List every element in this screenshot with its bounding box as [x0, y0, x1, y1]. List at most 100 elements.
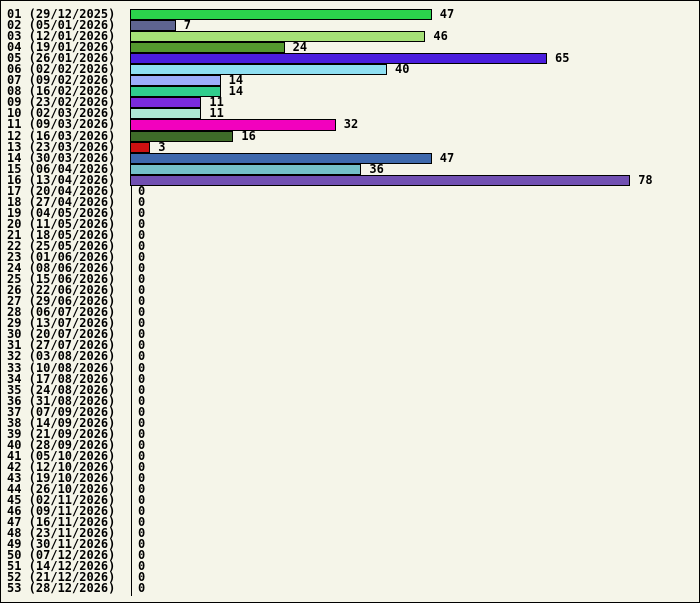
row-label: 28 (06/07/2026): [7, 305, 116, 320]
row-label: 49 (30/11/2026): [7, 537, 116, 552]
row-label: 29 (13/07/2026): [7, 316, 116, 331]
row-label: 42 (12/10/2026): [7, 459, 116, 474]
row-label: 17 (20/04/2026): [7, 183, 116, 198]
bar-cell: 0: [130, 516, 699, 528]
row-label: 37 (07/09/2026): [7, 404, 116, 419]
bar-value-label: 46: [433, 29, 448, 44]
bar-value-label: 0: [138, 393, 146, 408]
row-label: 52 (21/12/2026): [7, 570, 116, 585]
row-label: 41 (05/10/2026): [7, 448, 116, 463]
row-label: 34 (17/08/2026): [7, 371, 116, 386]
bar-row: 23 (01/06/2026) 0: [1, 250, 699, 265]
row-label: 44 (26/10/2026): [7, 482, 116, 497]
row-label: 13 (23/03/2026): [7, 139, 116, 154]
row-label: 33 (10/08/2026): [7, 360, 116, 375]
bar-cell: 0: [130, 216, 699, 231]
bar-value-label: 0: [138, 581, 146, 596]
row-label: 53 (28/12/2026): [7, 581, 116, 596]
bar-cell: 0: [130, 482, 699, 497]
bar-value-label: 0: [138, 250, 146, 265]
row-label: 08 (16/02/2026): [7, 84, 116, 99]
bar-cell: 16: [130, 129, 699, 142]
bar-value-label: 7: [183, 18, 192, 33]
row-label: 02 (05/01/2026): [7, 18, 116, 33]
bar-row: 15 (06/04/2026) 36: [1, 163, 699, 175]
bar-cell: 0: [130, 196, 699, 208]
bar: [130, 31, 426, 43]
bar-value-label: 0: [138, 482, 146, 497]
bar-value-label: 0: [138, 216, 146, 231]
row-label: 26 (22/06/2026): [7, 283, 116, 298]
bar-row: 43 (19/10/2026) 0: [1, 472, 699, 484]
bar: [130, 53, 547, 65]
bar-cell: 78: [130, 172, 699, 187]
bar-value-label: 24: [292, 40, 308, 55]
bar-value-label: 0: [138, 227, 146, 242]
bar-cell: 0: [130, 295, 699, 307]
bar-cell: 47: [130, 8, 699, 21]
bar-row: 40 (28/09/2026) 0: [1, 439, 699, 451]
bar-value-label: 0: [138, 415, 146, 430]
bar-row: 09 (23/02/2026) 11: [1, 95, 699, 110]
bar-value-label: 0: [138, 349, 146, 364]
bar-row: 07 (09/02/2026) 14: [1, 73, 699, 88]
bar-cell: 11: [130, 96, 699, 109]
bar-value-label: 65: [555, 51, 570, 66]
row-label: 39 (21/09/2026): [7, 426, 116, 441]
bar-row: 13 (23/03/2026) 3: [1, 139, 699, 154]
bar-cell: 0: [130, 306, 699, 318]
bar-row: 18 (27/04/2026) 0: [1, 196, 699, 208]
bar-row: 52 (21/12/2026) 0: [1, 570, 699, 585]
bar-row: 35 (24/08/2026) 0: [1, 384, 699, 396]
bar-row: 11 (09/03/2026) 32: [1, 117, 699, 132]
bar-cell: 0: [130, 570, 699, 585]
bar-row: 45 (02/11/2026) 0: [1, 493, 699, 508]
row-label: 30 (20/07/2026): [7, 327, 116, 342]
bar-value-label: 0: [138, 205, 146, 220]
row-label: 50 (07/12/2026): [7, 548, 116, 563]
bar-row: 21 (18/05/2026) 0: [1, 227, 699, 242]
bar-cell: 36: [130, 163, 699, 175]
row-label: 46 (09/11/2026): [7, 504, 116, 519]
bar: [130, 119, 336, 131]
row-label: 45 (02/11/2026): [7, 493, 116, 508]
bar-cell: 0: [130, 349, 699, 364]
row-label: 20 (11/05/2026): [7, 216, 116, 231]
bar-value-label: 0: [138, 404, 146, 419]
bar-value-label: 0: [138, 548, 146, 563]
bar-value-label: 40: [395, 62, 410, 77]
bar-cell: 0: [130, 548, 699, 563]
row-label: 38 (14/09/2026): [7, 415, 116, 430]
row-label: 32 (03/08/2026): [7, 349, 116, 364]
bar-row: 24 (08/06/2026) 0: [1, 261, 699, 276]
y-axis-line: [131, 9, 132, 596]
bar-value-label: 78: [638, 172, 653, 187]
bar-value-label: 32: [343, 117, 359, 132]
bar-value-label: 0: [138, 183, 146, 198]
bar: [130, 174, 631, 186]
bar-value-label: 0: [138, 327, 146, 342]
row-label: 48 (23/11/2026): [7, 526, 116, 541]
bar: [130, 97, 202, 109]
bar-cell: 14: [130, 73, 699, 88]
bar-value-label: 0: [138, 261, 146, 276]
bar-cell: 0: [130, 373, 699, 385]
bar-value-label: 14: [228, 73, 244, 88]
bar-cell: 0: [130, 327, 699, 342]
row-label: 06 (02/02/2026): [7, 62, 116, 77]
row-label: 09 (23/02/2026): [7, 95, 116, 110]
bar-value-label: 0: [138, 316, 146, 331]
bar: [130, 108, 202, 120]
bar-row: 51 (14/12/2026) 0: [1, 560, 699, 572]
bar: [130, 86, 221, 98]
bar-row: 36 (31/08/2026) 0: [1, 393, 699, 408]
bar-value-label: 11: [209, 106, 224, 121]
bar-value-label: 0: [138, 338, 146, 353]
row-label: 19 (04/05/2026): [7, 205, 116, 220]
row-label: 47 (16/11/2026): [7, 515, 116, 530]
bar-value-label: 0: [138, 448, 146, 463]
bar-row: 41 (05/10/2026) 0: [1, 448, 699, 463]
bar-cell: 0: [130, 494, 699, 506]
bar-value-label: 0: [138, 570, 146, 585]
